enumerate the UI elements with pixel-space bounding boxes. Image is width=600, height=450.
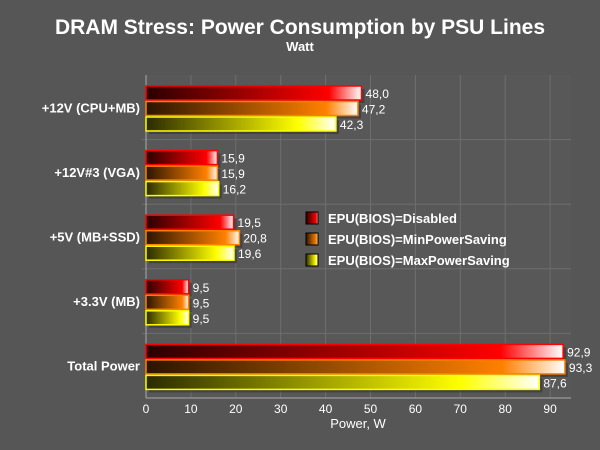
- x-tick-label: 30: [274, 402, 288, 416]
- bar: [145, 85, 363, 101]
- legend-label: EPU(BIOS)=MaxPowerSaving: [328, 253, 510, 268]
- bar-value-label: 15,9: [221, 167, 245, 181]
- bar: [145, 116, 337, 132]
- bar-value-label: 9,5: [193, 312, 210, 326]
- y-category-label: +5V (MB+SSD): [50, 230, 140, 245]
- bar-value-label: 47,2: [362, 103, 386, 117]
- x-tick-label: 90: [543, 402, 557, 416]
- legend-swatch: [305, 211, 319, 225]
- bar-value-label: 42,3: [340, 118, 364, 132]
- bar-value-label: 92,9: [567, 345, 591, 359]
- bar: [145, 149, 219, 166]
- bar: [145, 100, 359, 117]
- bar-value-label: 9,5: [193, 281, 210, 295]
- x-tick-label: 50: [364, 402, 378, 416]
- bar-value-label: 19,5: [238, 216, 262, 230]
- bar-value-label: 20,8: [243, 232, 267, 246]
- bar: [145, 180, 220, 197]
- chart-title: DRAM Stress: Power Consumption by PSU Li…: [54, 16, 546, 39]
- legend-label: EPU(BIOS)=Disabled: [328, 211, 457, 226]
- x-tick-label: 0: [143, 402, 150, 416]
- x-tick-label: 10: [184, 402, 198, 416]
- x-axis-label: Power, W: [330, 416, 386, 431]
- bar: [145, 294, 190, 311]
- legend-swatch: [305, 232, 319, 246]
- bar: [145, 343, 564, 360]
- x-tick-label: 60: [409, 402, 423, 416]
- bar: [145, 229, 241, 246]
- bar-value-label: 16,2: [223, 183, 247, 197]
- y-category-label: Total Power: [67, 359, 140, 374]
- x-tick-label: 80: [499, 402, 513, 416]
- bar-value-label: 87,6: [543, 376, 567, 390]
- y-category-label: +12V (CPU+MB): [42, 100, 140, 115]
- y-category-label: +12V#3 (VGA): [54, 165, 140, 180]
- x-tick-label: 70: [454, 402, 468, 416]
- bar-value-label: 19,6: [238, 247, 262, 261]
- bar: [145, 359, 566, 375]
- legend-label: EPU(BIOS)=MinPowerSaving: [328, 232, 507, 247]
- y-category-label: +3.3V (MB): [73, 294, 140, 309]
- bar: [145, 310, 190, 326]
- bar: [145, 214, 235, 230]
- x-tick-label: 20: [229, 402, 243, 416]
- legend-swatch: [305, 253, 319, 267]
- bar-value-label: 15,9: [221, 152, 245, 166]
- bar: [145, 245, 235, 261]
- bar: [145, 374, 541, 391]
- bar: [145, 165, 219, 181]
- chart-subtitle: Watt: [286, 39, 314, 54]
- x-tick-label: 40: [319, 402, 333, 416]
- bar-value-label: 48,0: [366, 87, 390, 101]
- bar: [145, 279, 190, 295]
- bar-value-label: 9,5: [193, 296, 210, 310]
- bar-value-label: 93,3: [569, 361, 593, 375]
